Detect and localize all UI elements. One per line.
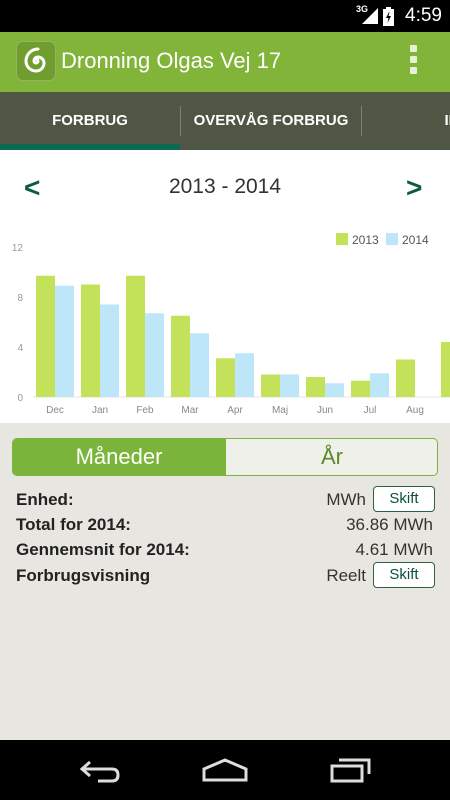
average-row: Gennemsnit for 2014: 4.61 MWh [16, 540, 436, 564]
bar-2013-Maj [261, 374, 280, 397]
x-tick-label: Jul [364, 405, 377, 416]
year-toggle-button[interactable]: År [225, 439, 437, 475]
bar-2013-Jun [306, 377, 325, 397]
bar-2014-Feb [145, 313, 164, 397]
bar-2013-Mar [171, 315, 190, 397]
unit-row: Enhed: MWh Skift [16, 486, 436, 514]
bar-2013-Aug [396, 359, 415, 397]
clock: 4:59 [405, 5, 442, 26]
bar-2013-Apr [216, 358, 235, 397]
bar-2014-Jul [370, 373, 389, 397]
battery-icon [383, 7, 394, 26]
back-icon[interactable] [78, 756, 122, 784]
x-tick-label: Feb [136, 405, 154, 416]
action-bar: Dronning Olgas Vej 17 [0, 32, 450, 92]
bar-2013-next [441, 342, 450, 397]
x-tick-label: Maj [272, 405, 288, 416]
total-row: Total for 2014: 36.86 MWh [16, 515, 436, 539]
view-mode-label: Forbrugsvisning [16, 566, 151, 585]
bar-2013-Dec [36, 275, 55, 397]
view-mode-row: Forbrugsvisning Reelt Skift [16, 562, 436, 590]
home-icon[interactable] [201, 756, 249, 784]
overflow-menu-icon[interactable] [407, 45, 419, 77]
view-mode-skift-button[interactable]: Skift [373, 562, 435, 588]
signal-icon [362, 8, 378, 24]
y-tick-label: 0 [17, 393, 23, 404]
chart-panel: 12 8 4 0 Dec Jan Feb Mar Apr Maj Jun Jul Aug 2013 2014 [0, 150, 450, 423]
unit-label: Enhed: [16, 490, 74, 509]
y-tick-label: 4 [17, 343, 23, 354]
total-value: 36.86 MWh [346, 515, 433, 534]
bar-2013-Jul [351, 380, 370, 397]
app-logo-icon[interactable] [16, 41, 56, 81]
legend-swatch-2013 [336, 233, 348, 245]
tab-info[interactable]: IN [444, 112, 450, 129]
status-bar: 3G 4:59 [0, 0, 450, 32]
period-label: 2013 - 2014 [168, 175, 282, 198]
view-mode-value: Reelt [326, 566, 366, 585]
bar-2014-Maj [280, 374, 299, 397]
network-type: 3G [356, 4, 369, 14]
total-label: Total for 2014: [16, 515, 131, 534]
average-value: 4.61 MWh [355, 540, 433, 559]
view-toggle: Måneder År [12, 438, 438, 476]
tab-bar: FORBRUG OVERVÅG FORBRUG IN [0, 92, 450, 150]
previous-period-button[interactable]: < [24, 172, 41, 203]
consumption-chart: 12 8 4 0 Dec Jan Feb Mar Apr Maj Jun Jul Aug 2013 2014 [12, 233, 450, 416]
legend-label-2013: 2013 [352, 233, 379, 247]
tab-forbrug[interactable]: FORBRUG [52, 112, 128, 129]
navigation-bar [0, 740, 450, 800]
legend-swatch-2014 [386, 233, 398, 245]
tab-divider [180, 106, 181, 136]
bar-2014-Mar [190, 333, 209, 397]
unit-skift-button[interactable]: Skift [373, 486, 435, 512]
legend-label-2014: 2014 [402, 233, 429, 247]
tab-indicator [0, 144, 180, 150]
bar-2014-Jan [100, 304, 119, 397]
next-period-button[interactable]: > [406, 172, 423, 203]
bar-2014-Jun [325, 383, 344, 397]
x-tick-label: Jan [92, 405, 108, 416]
recent-apps-icon[interactable] [329, 756, 373, 784]
unit-value: MWh [326, 490, 366, 509]
bar-2013-Feb [126, 275, 145, 397]
y-tick-label: 12 [12, 243, 24, 254]
app-title: Dronning Olgas Vej 17 [61, 48, 282, 73]
bar-2013-Jan [81, 284, 100, 397]
average-label: Gennemsnit for 2014: [16, 540, 190, 559]
tab-overvaag-forbrug[interactable]: OVERVÅG FORBRUG [193, 112, 349, 129]
x-tick-label: Mar [181, 405, 199, 416]
bar-2014-Apr [235, 353, 254, 397]
x-tick-label: Dec [46, 405, 64, 416]
tab-divider [361, 106, 362, 136]
x-tick-label: Apr [227, 405, 243, 416]
y-tick-label: 8 [17, 293, 23, 304]
months-toggle-button[interactable]: Måneder [13, 439, 225, 475]
x-tick-label: Aug [406, 405, 424, 416]
bar-2014-Dec [55, 285, 74, 397]
x-tick-label: Jun [317, 405, 333, 416]
